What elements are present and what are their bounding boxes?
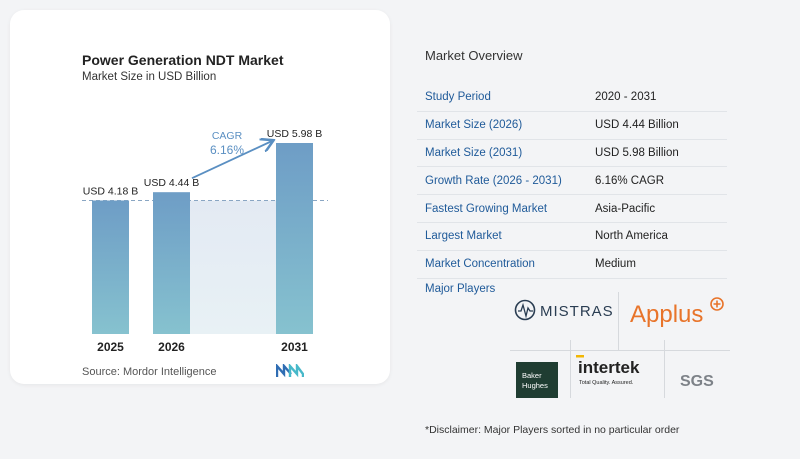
bar-value-label: USD 5.98 B [267, 128, 322, 140]
overview-row: Market Concentration Medium [417, 250, 727, 279]
overview-row: Fastest Growing Market Asia-Pacific [417, 194, 727, 223]
source-note: Source: Mordor Intelligence [82, 366, 217, 378]
overview-row-label: Market Size (2031) [417, 139, 587, 168]
sgs-logo: SGS [678, 368, 722, 397]
overview-row-value: USD 5.98 Billion [587, 139, 727, 168]
x-tick-label: 2031 [281, 340, 308, 354]
cagr-label: CAGR [212, 130, 243, 142]
applus-wordmark: Applus [630, 301, 703, 328]
intertek-logo: intertek Total Quality. Assured. [574, 352, 662, 395]
overview-row-value: Medium [587, 250, 727, 279]
logo-divider [664, 340, 665, 398]
sgs-wordmark: SGS [680, 373, 714, 390]
chart-title: Power Generation NDT Market [82, 52, 284, 68]
bar-value-label: USD 4.18 B [83, 185, 138, 197]
overview-row: Market Size (2026) USD 4.44 Billion [417, 111, 727, 140]
growth-shade-band [190, 200, 276, 334]
bar-chart: USD 4.18 B 2025 USD 4.44 B 2026 USD 5.98 B 20… [82, 128, 328, 354]
logo-divider [570, 340, 571, 398]
disclaimer-note: *Disclaimer: Major Players sorted in no … [425, 424, 680, 436]
mordor-intelligence-logo [276, 364, 304, 378]
overview-row-value: 6.16% CAGR [587, 166, 727, 196]
bar-2025 [92, 200, 129, 334]
intertek-tagline: Total Quality. Assured. [579, 380, 634, 386]
overview-row: Study Period 2020 - 2031 [417, 84, 727, 112]
bar-2031 [276, 143, 313, 334]
overview-row: Market Size (2031) USD 5.98 Billion [417, 139, 727, 168]
overview-row-label: Growth Rate (2026 - 2031) [417, 166, 587, 196]
bar-2026 [153, 192, 190, 334]
baker-hughes-wordmark-line1: Baker [522, 371, 542, 380]
overview-row-value: North America [587, 222, 727, 251]
mistras-logo: MISTRAS [512, 296, 613, 331]
overview-row-value: Asia-Pacific [587, 194, 727, 223]
market-overview-title: Market Overview [425, 48, 523, 63]
baker-hughes-wordmark-line2: Hughes [522, 381, 548, 390]
overview-row-label: Market Concentration [417, 250, 587, 279]
applus-logo: Applus [630, 296, 730, 335]
market-overview-table: Study Period 2020 - 2031 Market Size (2026… [417, 84, 727, 279]
overview-row-label: Market Size (2026) [417, 111, 587, 140]
intertek-wordmark: intertek [578, 358, 640, 377]
overview-row-label: Largest Market [417, 222, 587, 251]
bar-value-label: USD 4.44 B [144, 177, 199, 189]
mistras-wordmark: MISTRAS [540, 303, 612, 320]
overview-row-value: USD 4.44 Billion [587, 111, 727, 140]
overview-row: Growth Rate (2026 - 2031) 6.16% CAGR [417, 166, 727, 196]
overview-row-label: Study Period [417, 84, 587, 112]
overview-row: Largest Market North America [417, 222, 727, 251]
cagr-arrow [191, 141, 272, 180]
baker-hughes-logo: Baker Hughes [516, 362, 558, 398]
logo-divider [618, 292, 619, 350]
x-tick-label: 2026 [158, 340, 185, 354]
logo-divider [510, 350, 730, 351]
overview-row-label: Fastest Growing Market [417, 194, 587, 223]
major-players-title: Major Players [425, 283, 496, 295]
chart-subtitle: Market Size in USD Billion [82, 71, 217, 83]
overview-row-value: 2020 - 2031 [587, 84, 727, 112]
cagr-value: 6.16% [210, 143, 244, 157]
x-tick-label: 2025 [97, 340, 124, 354]
